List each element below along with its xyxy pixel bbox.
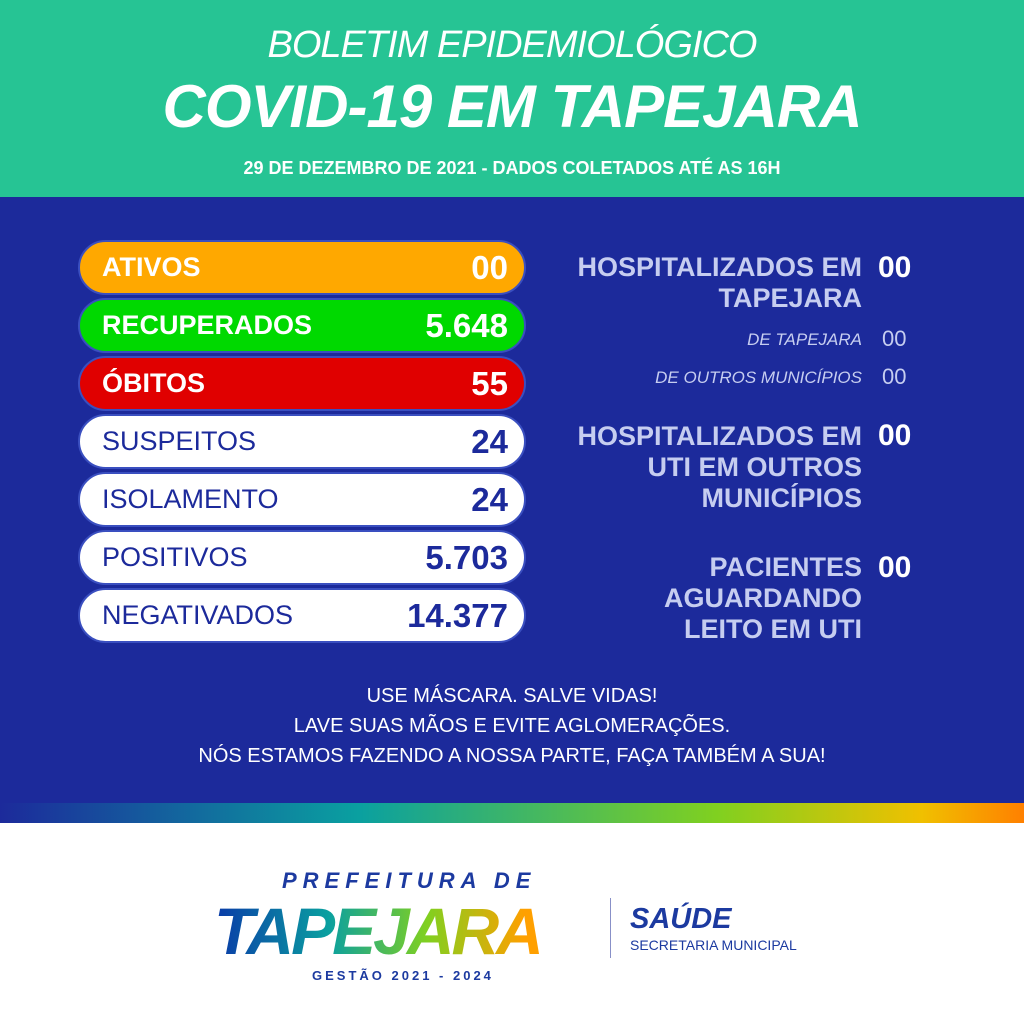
stat-value: 55 xyxy=(471,364,508,402)
stat-ativos: ATIVOS 00 xyxy=(78,240,526,295)
stat-label: NEGATIVADOS xyxy=(102,600,294,630)
stat-label: ATIVOS xyxy=(102,252,201,282)
awaiting-value: 00 xyxy=(878,551,912,584)
stat-obitos: ÓBITOS 55 xyxy=(78,356,526,411)
gradient-strip xyxy=(0,803,1024,823)
stat-label: ÓBITOS xyxy=(102,368,206,398)
logo-saude: SAÚDE xyxy=(630,903,732,935)
stat-positivos: POSITIVOS 5.703 xyxy=(78,530,526,585)
stat-label: SUSPEITOS xyxy=(102,426,257,456)
stat-label: ISOLAMENTO xyxy=(102,484,279,514)
hospitalized-value: 00 xyxy=(878,251,912,284)
message: LAVE SUAS MÃOS E EVITE AGLOMERAÇÕES. xyxy=(293,715,731,737)
hospitalized-label: HOSPITALIZADOS EM TAPEJARA xyxy=(577,252,862,313)
main-panel: ATIVOS 00 RECUPERADOS 5.648 ÓBITOS 55 SUSPEITO… xyxy=(0,197,1024,803)
bulletin-subtitle: BOLETIM EPIDEMIOLÓGICO xyxy=(267,24,758,66)
divider xyxy=(610,898,611,958)
logo-prefeitura: PREFEITURA DE xyxy=(282,868,537,893)
stat-isolamento: ISOLAMENTO 24 xyxy=(78,472,526,527)
stat-value: 24 xyxy=(471,422,508,460)
stat-label: POSITIVOS xyxy=(102,542,248,572)
page-title: COVID-19 EM TAPEJARA xyxy=(162,73,862,140)
other-cities-value: 00 xyxy=(882,364,907,389)
stat-recuperados: RECUPERADOS 5.648 xyxy=(78,298,526,353)
stat-value: 24 xyxy=(471,480,508,518)
message: NÓS ESTAMOS FAZENDO A NOSSA PARTE, FAÇA … xyxy=(198,745,826,767)
icu-value: 00 xyxy=(878,419,912,452)
awaiting-label: PACIENTES AGUARDANDO LEITO EM UTI xyxy=(664,552,862,644)
header: BOLETIM EPIDEMIOLÓGICO COVID-19 EM TAPEJ… xyxy=(0,0,1024,197)
logo-secretaria: SECRETARIA MUNICIPAL xyxy=(630,937,797,953)
other-cities-label: DE OUTROS MUNICÍPIOS xyxy=(655,368,862,387)
from-tapejara-value: 00 xyxy=(882,326,907,351)
footer-logo: PREFEITURA DE TAPEJARA GESTÃO 2021 - 202… xyxy=(0,823,1024,1024)
stat-label: RECUPERADOS xyxy=(102,310,313,340)
icu-label: HOSPITALIZADOS EM UTI EM OUTROS MUNICÍPI… xyxy=(577,421,862,513)
logo-city: TAPEJARA xyxy=(214,894,544,968)
stat-suspeitos: SUSPEITOS 24 xyxy=(78,414,526,469)
date-line: 29 DE DEZEMBRO DE 2021 - DADOS COLETADOS… xyxy=(243,158,781,178)
stat-value: 00 xyxy=(471,248,508,286)
logo-gestao: GESTÃO 2021 - 2024 xyxy=(312,968,494,983)
messages: USE MÁSCARA. SALVE VIDAS! LAVE SUAS MÃOS… xyxy=(0,681,1024,771)
from-tapejara-label: DE TAPEJARA xyxy=(747,330,862,349)
stat-value: 5.703 xyxy=(425,538,508,576)
stat-value: 5.648 xyxy=(425,306,508,344)
message: USE MÁSCARA. SALVE VIDAS! xyxy=(366,685,658,707)
stat-value: 14.377 xyxy=(407,596,508,634)
stat-negativados: NEGATIVADOS 14.377 xyxy=(78,588,526,643)
